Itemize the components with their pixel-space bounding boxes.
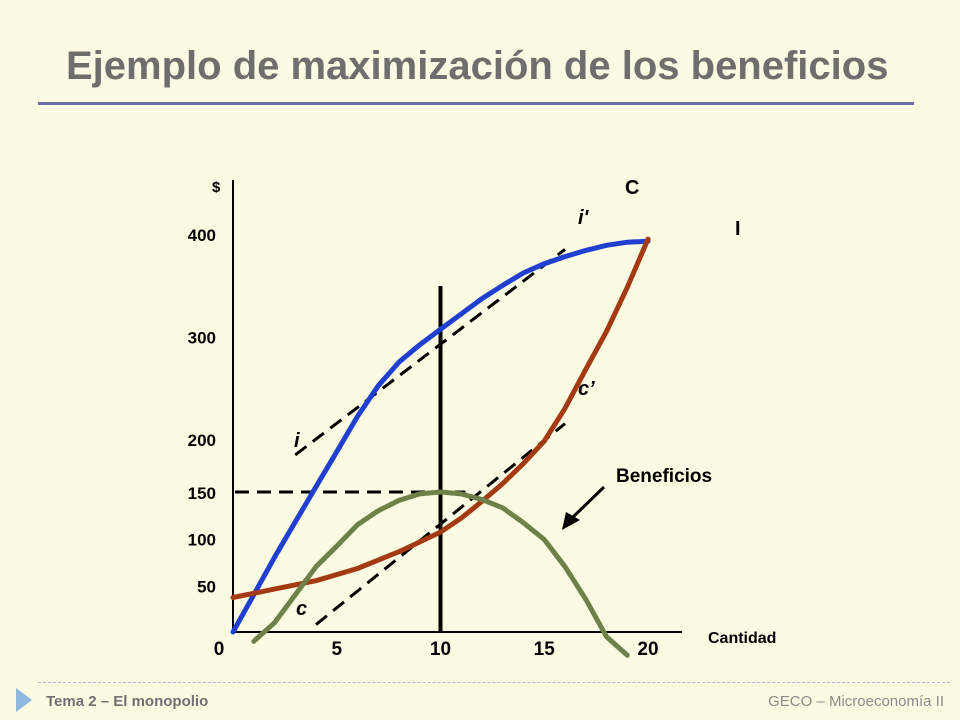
profit-arrow-shaft [570, 485, 606, 520]
tangent-line-c [315, 422, 566, 626]
footer-topic: Tema 2 – El monopolio [46, 693, 209, 710]
series-i-line [230, 238, 651, 635]
x-axis-label: Cantidad [708, 630, 776, 647]
x-tick-label: 0 [214, 639, 225, 660]
x-tick-label: 15 [534, 639, 556, 660]
series-c-line [230, 236, 651, 600]
y-tick-label: 300 [188, 329, 216, 348]
y-tick-label: 200 [188, 431, 216, 450]
revenue-curve-label: I [735, 218, 741, 240]
x-tick-label: 5 [331, 639, 342, 660]
series-lines [230, 236, 651, 658]
reference-lines [235, 248, 566, 632]
footer-course: GECO – Microeconomía II [768, 693, 944, 710]
profit-maximization-chart: 50 100 150 200 300 400 0 5 10 15 20 $ Cantidad C I Ben… [188, 177, 777, 660]
y-tick-label: 400 [188, 226, 216, 245]
tangent-line-i [294, 248, 566, 457]
profit-arrow-head [562, 512, 580, 530]
y-tick-label: 50 [197, 577, 216, 596]
y-tick-label: 100 [188, 531, 216, 550]
axes: 50 100 150 200 300 400 0 5 10 15 20 $ Cantidad [188, 179, 777, 660]
series-beneficios-line [251, 489, 630, 658]
page-title: Ejemplo de maximización de los beneficio… [66, 44, 889, 88]
footer-divider [38, 682, 950, 683]
tangent-i-label: i [294, 430, 300, 452]
profit-curve-label: Beneficios [616, 466, 712, 487]
tangent-c-label: c [296, 598, 307, 620]
chart-labels: C I Beneficios i i' c c’ [294, 177, 741, 620]
y-tick-label: 150 [188, 484, 216, 503]
tangent-c-prime-label: c’ [578, 378, 595, 400]
y-axis-label: $ [212, 179, 221, 196]
tangent-i-prime-label: i' [578, 207, 590, 229]
title-underline [38, 102, 914, 105]
x-tick-label: 20 [637, 639, 658, 660]
x-tick-label: 10 [430, 639, 451, 660]
play-arrow-icon [16, 688, 32, 712]
cost-curve-label: C [625, 177, 639, 199]
